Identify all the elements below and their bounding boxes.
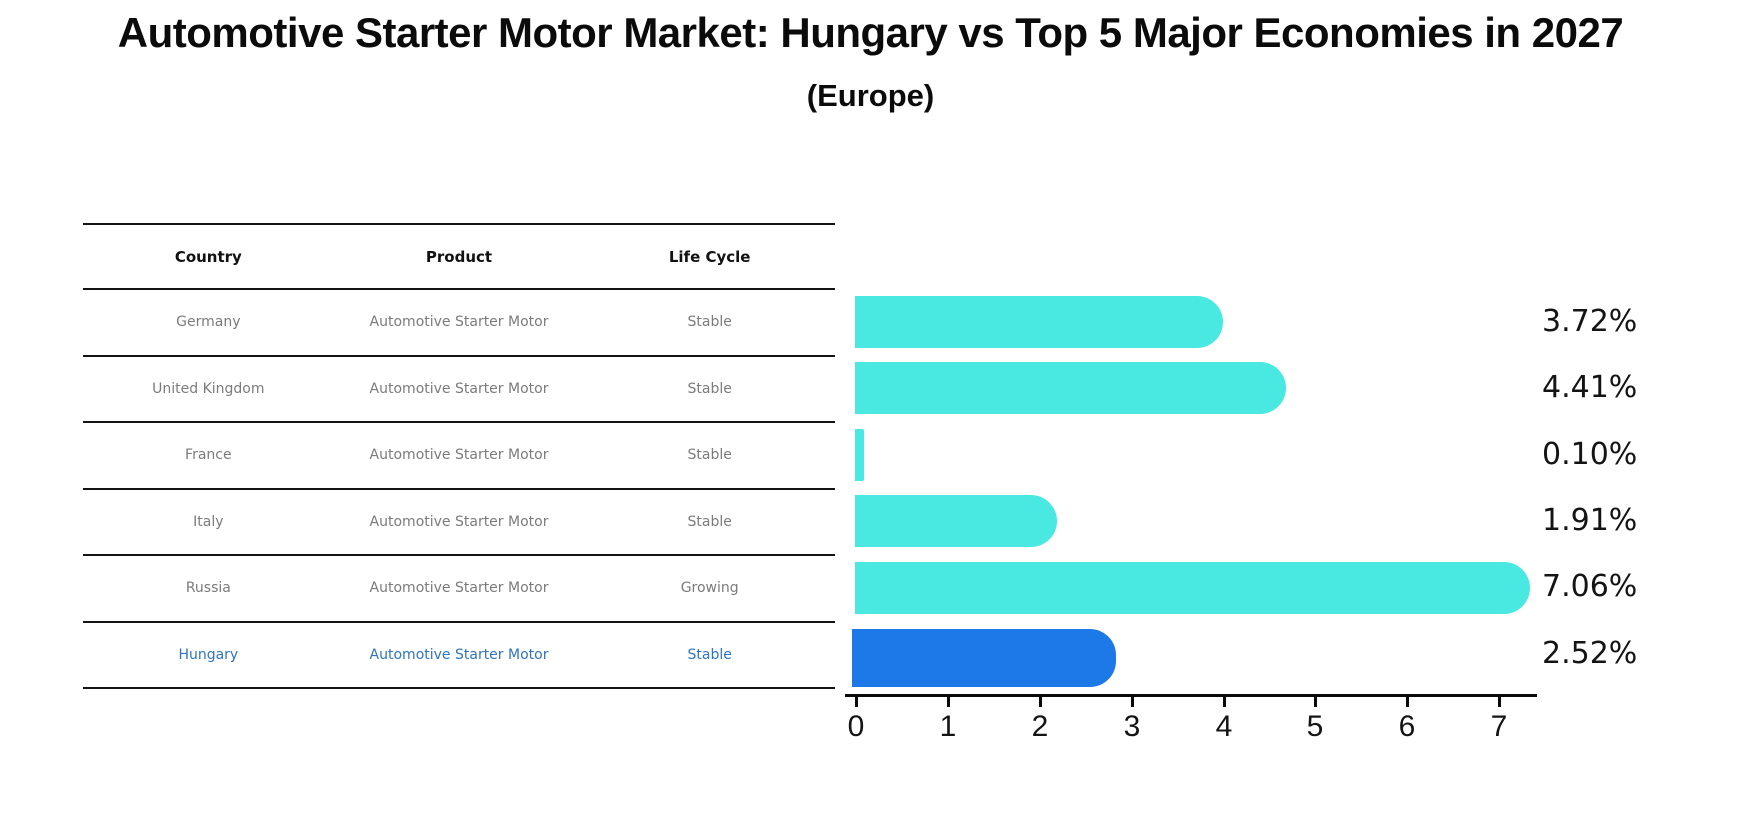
x-axis-tick: [1498, 697, 1501, 707]
x-axis-tick-label: 0: [847, 710, 865, 743]
col-header-country: Country: [174, 247, 242, 266]
product-cell: Automotive Starter Motor: [369, 380, 549, 397]
lifecycle-cell: Growing: [680, 580, 739, 597]
bar-hungary: [852, 629, 1116, 687]
bar-russia: [855, 562, 1530, 614]
table-row-france: France Automotive Starter Motor Stable: [83, 423, 835, 490]
x-axis-line: [845, 694, 1537, 697]
table-row-united-kingdom: United Kingdom Automotive Starter Motor …: [83, 357, 835, 423]
country-cell: United Kingdom: [152, 380, 265, 397]
country-cell: Russia: [185, 580, 231, 597]
bar-germany: [855, 296, 1223, 348]
country-cell: Germany: [176, 314, 241, 331]
x-axis-tick: [1314, 697, 1317, 707]
product-cell: Automotive Starter Motor: [369, 314, 549, 331]
table-row-russia: Russia Automotive Starter Motor Growing: [83, 556, 835, 623]
value-label-hungary: 2.52%: [1542, 636, 1638, 671]
col-header-lifecycle: Life Cycle: [668, 247, 751, 266]
country-cell: France: [185, 447, 232, 464]
x-axis-tick-label: 2: [1031, 710, 1049, 743]
bar-france: [855, 429, 865, 481]
value-label-russia: 7.06%: [1542, 569, 1638, 604]
product-cell: Automotive Starter Motor: [369, 646, 549, 663]
table-row-hungary: Hungary Automotive Starter Motor Stable: [83, 623, 835, 689]
value-label-germany: 3.72%: [1542, 304, 1638, 339]
x-axis-tick: [1039, 697, 1042, 707]
chart-subtitle: (Europe): [806, 78, 935, 113]
chart-title: Automotive Starter Motor Market: Hungary…: [117, 9, 1624, 56]
value-label-france: 0.10%: [1542, 437, 1638, 472]
bar-united-kingdom: [855, 362, 1287, 414]
x-axis-tick-label: 5: [1306, 710, 1324, 743]
table-row-germany: Germany Automotive Starter Motor Stable: [83, 290, 835, 357]
table-header-row: Country Product Life Cycle: [83, 225, 835, 290]
lifecycle-cell: Stable: [687, 447, 732, 464]
lifecycle-cell: Stable: [687, 646, 732, 663]
value-label-italy: 1.91%: [1542, 503, 1638, 538]
lifecycle-cell: Stable: [687, 380, 732, 397]
x-axis-tick-label: 1: [939, 710, 957, 743]
x-axis-tick: [1406, 697, 1409, 707]
x-axis-tick-label: 3: [1123, 710, 1141, 743]
x-axis-tick-label: 7: [1490, 710, 1508, 743]
x-axis-tick: [947, 697, 950, 707]
product-cell: Automotive Starter Motor: [369, 513, 549, 530]
product-cell: Automotive Starter Motor: [369, 580, 549, 597]
x-axis-tick: [855, 697, 858, 707]
product-cell: Automotive Starter Motor: [369, 447, 549, 464]
country-cell: Italy: [193, 513, 224, 530]
bar-italy: [855, 495, 1057, 547]
x-axis-tick: [1223, 697, 1226, 707]
col-header-product: Product: [425, 247, 493, 266]
lifecycle-cell: Stable: [687, 314, 732, 331]
table-row-italy: Italy Automotive Starter Motor Stable: [83, 490, 835, 556]
x-axis-tick-label: 4: [1215, 710, 1233, 743]
country-cell: Hungary: [178, 646, 239, 663]
x-axis-tick: [1131, 697, 1134, 707]
country-table: Country Product Life Cycle Germany Autom…: [83, 223, 835, 689]
x-axis-tick-label: 6: [1398, 710, 1416, 743]
value-label-united-kingdom: 4.41%: [1542, 370, 1638, 405]
lifecycle-cell: Stable: [687, 513, 732, 530]
